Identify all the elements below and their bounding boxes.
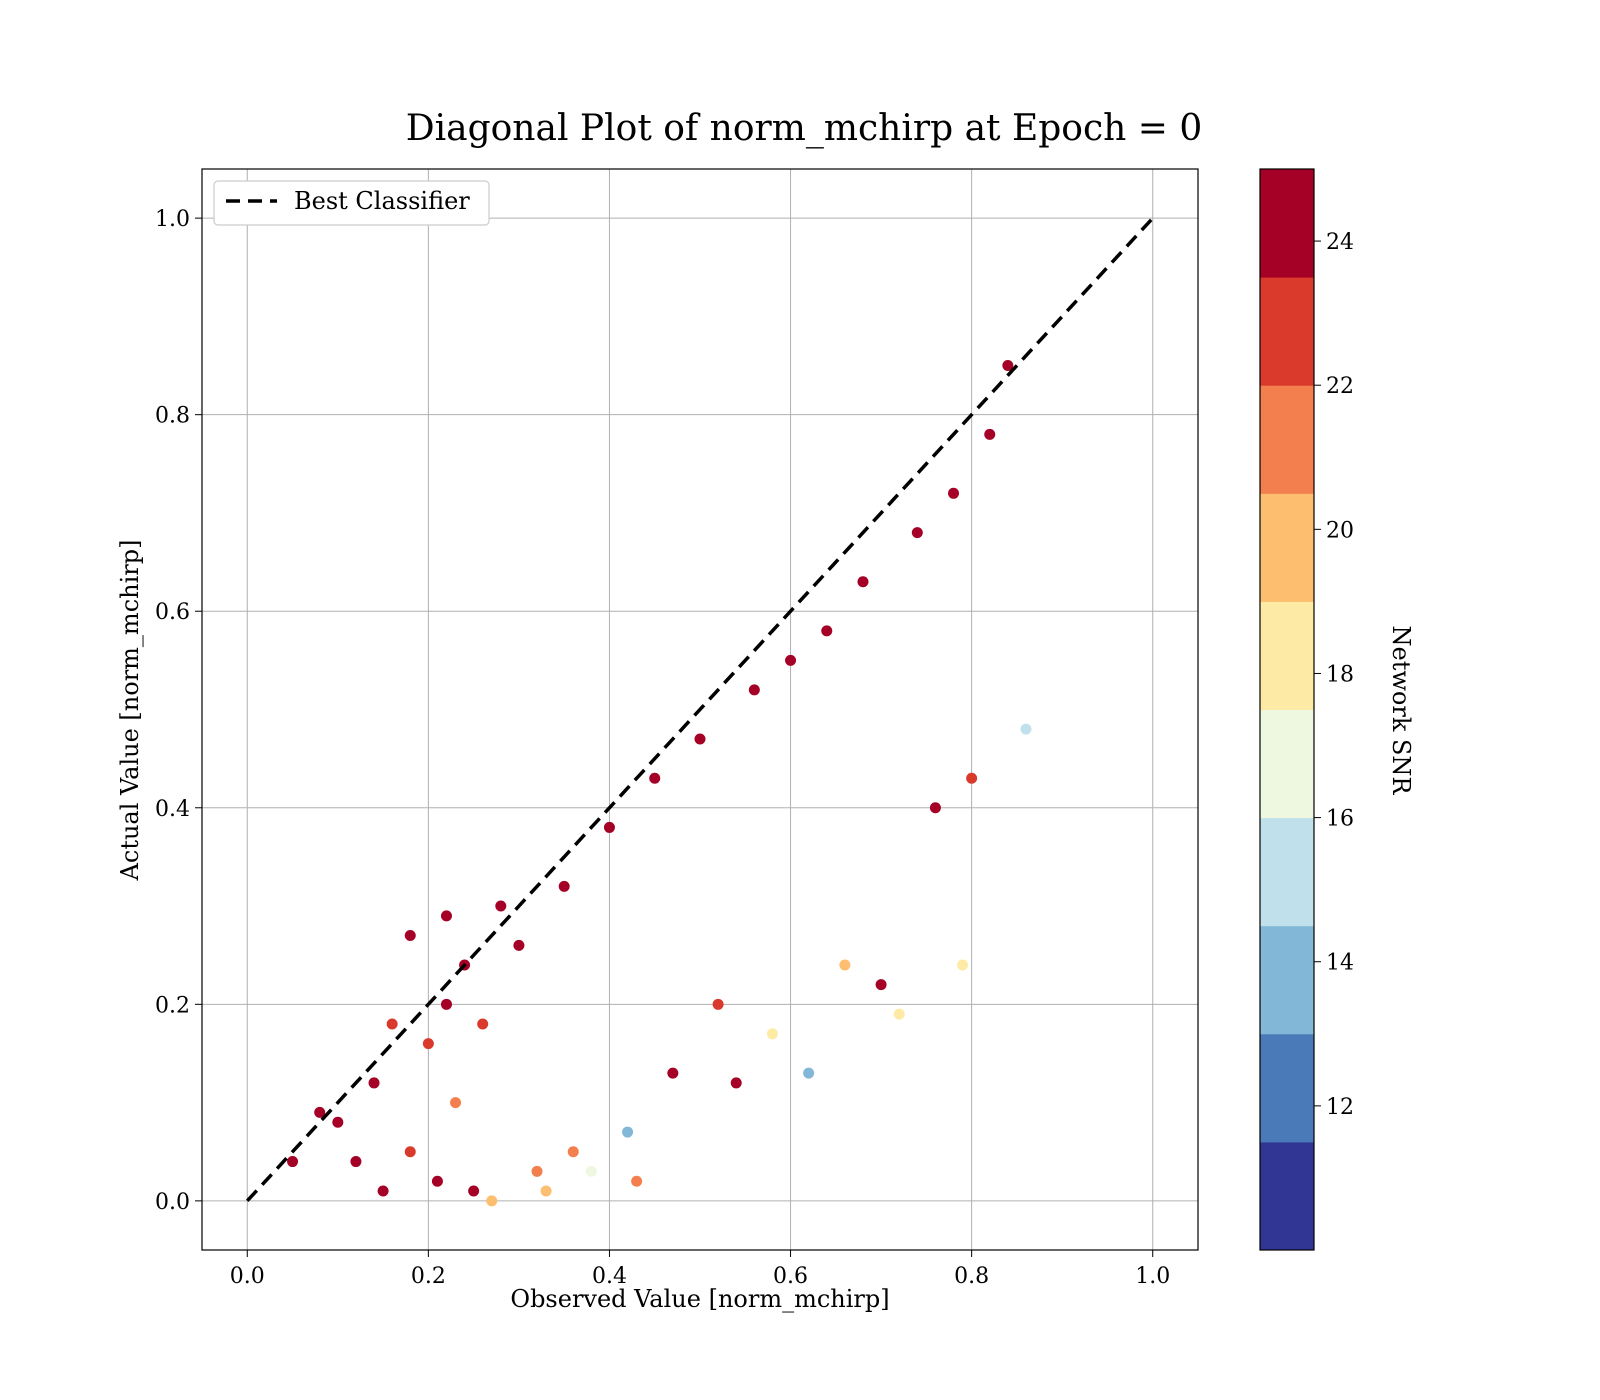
y-tick-label: 0.0 <box>155 1190 190 1215</box>
scatter-point <box>386 1018 398 1030</box>
colorbar-tick-label: 12 <box>1326 1095 1354 1120</box>
colorbar-band <box>1260 601 1314 710</box>
scatter-point <box>984 428 996 440</box>
scatter-point <box>431 1175 443 1187</box>
scatter-point <box>857 576 869 588</box>
scatter-point <box>440 910 452 922</box>
y-tick-label: 0.8 <box>155 404 190 429</box>
scatter-point <box>314 1106 326 1118</box>
chart-title: Diagonal Plot of norm_mchirp at Epoch = … <box>406 108 1203 149</box>
scatter-points <box>287 360 1032 1207</box>
x-tick-label: 1.0 <box>1135 1264 1170 1289</box>
scatter-point <box>667 1067 679 1079</box>
scatter-point <box>929 802 941 814</box>
colorbar-frame <box>1259 168 1315 1251</box>
scatter-point <box>468 1185 480 1197</box>
y-tick-label: 0.4 <box>155 797 190 822</box>
scatter-point <box>287 1156 299 1168</box>
scatter-point <box>585 1165 597 1177</box>
scatter-point <box>603 821 615 833</box>
scatter-point <box>558 880 570 892</box>
scatter-point <box>486 1195 498 1207</box>
scatter-point <box>911 527 923 539</box>
scatter-point <box>694 733 706 745</box>
x-tick-label: 0.0 <box>230 1264 265 1289</box>
scatter-point <box>803 1067 815 1079</box>
legend: Best Classifier <box>213 180 490 226</box>
scatter-point <box>785 654 797 666</box>
scatter-point <box>957 959 969 971</box>
x-tick-label: 0.8 <box>954 1264 989 1289</box>
scatter-point <box>893 1008 905 1020</box>
scatter-point <box>622 1126 634 1138</box>
scatter-point <box>404 1146 416 1158</box>
legend-frame <box>213 180 490 226</box>
colorbar-band <box>1260 1141 1314 1251</box>
scatter-point <box>477 1018 489 1030</box>
colorbar-band <box>1260 925 1314 1035</box>
colorbar-tick-label: 18 <box>1326 662 1354 687</box>
x-tick-label: 0.4 <box>592 1264 627 1289</box>
scatter-point <box>839 959 851 971</box>
y-tick-label: 1.0 <box>155 207 190 232</box>
scatter-point <box>350 1156 362 1168</box>
y-tick-label: 0.2 <box>155 993 190 1018</box>
scatter-point <box>748 684 760 696</box>
colorbar-ticks: 12 14 16 18 20 22 24 <box>1314 230 1354 1120</box>
colorbar-tick-label: 14 <box>1326 951 1354 976</box>
scatter-point <box>332 1116 344 1128</box>
scatter-point <box>875 979 887 991</box>
scatter-point <box>422 1038 434 1050</box>
colorbar-band <box>1260 1033 1314 1143</box>
scatter-point <box>567 1146 579 1158</box>
colorbar-tick-label: 22 <box>1326 374 1354 399</box>
plot-frame <box>201 168 1199 1251</box>
scatter-point <box>404 930 416 942</box>
scatter-point <box>631 1175 643 1187</box>
scatter-point <box>368 1077 380 1089</box>
colorbar-band <box>1260 817 1314 927</box>
colorbar-band <box>1260 385 1314 494</box>
best-classifier-line <box>245 216 1155 1203</box>
y-axis-ticks: 0.0 0.2 0.4 0.6 0.8 1.0 <box>155 207 202 1215</box>
scatter-point <box>966 772 978 784</box>
scatter-point <box>712 998 724 1010</box>
scatter-point <box>377 1185 389 1197</box>
scatter-point <box>649 772 661 784</box>
colorbar-label: Network SNR <box>1387 626 1415 796</box>
colorbar-bands <box>1260 169 1314 1251</box>
plot-area <box>201 168 1199 1251</box>
scatter-point <box>821 625 833 637</box>
colorbar-band <box>1260 493 1314 602</box>
scatter-point <box>948 487 960 499</box>
colorbar-band <box>1260 709 1314 819</box>
colorbar-band <box>1260 169 1314 278</box>
scatter-point <box>450 1097 462 1109</box>
legend-label-best-classifier: Best Classifier <box>294 187 470 215</box>
x-tick-label: 0.6 <box>773 1264 808 1289</box>
x-axis-label: Observed Value [norm_mchirp] <box>510 1285 889 1313</box>
scatter-point <box>766 1028 778 1040</box>
grid-lines <box>202 169 1198 1250</box>
colorbar: 12 14 16 18 20 22 24 Network SNR <box>1259 168 1415 1251</box>
scatter-point <box>730 1077 742 1089</box>
scatter-point <box>513 939 525 951</box>
scatter-point <box>540 1185 552 1197</box>
y-axis-label: Actual Value [norm_mchirp] <box>116 540 144 882</box>
scatter-point <box>440 998 452 1010</box>
colorbar-tick-label: 20 <box>1326 518 1354 543</box>
scatter-point <box>495 900 507 912</box>
x-tick-label: 0.2 <box>411 1264 446 1289</box>
colorbar-tick-label: 16 <box>1326 807 1354 832</box>
y-tick-label: 0.6 <box>155 600 190 625</box>
colorbar-band <box>1260 277 1314 386</box>
scatter-point <box>1002 360 1014 372</box>
x-axis-ticks: 0.0 0.2 0.4 0.6 0.8 1.0 <box>230 1250 1170 1289</box>
scatter-point <box>531 1165 543 1177</box>
colorbar-tick-label: 24 <box>1326 230 1354 255</box>
scatter-point <box>1020 723 1032 735</box>
